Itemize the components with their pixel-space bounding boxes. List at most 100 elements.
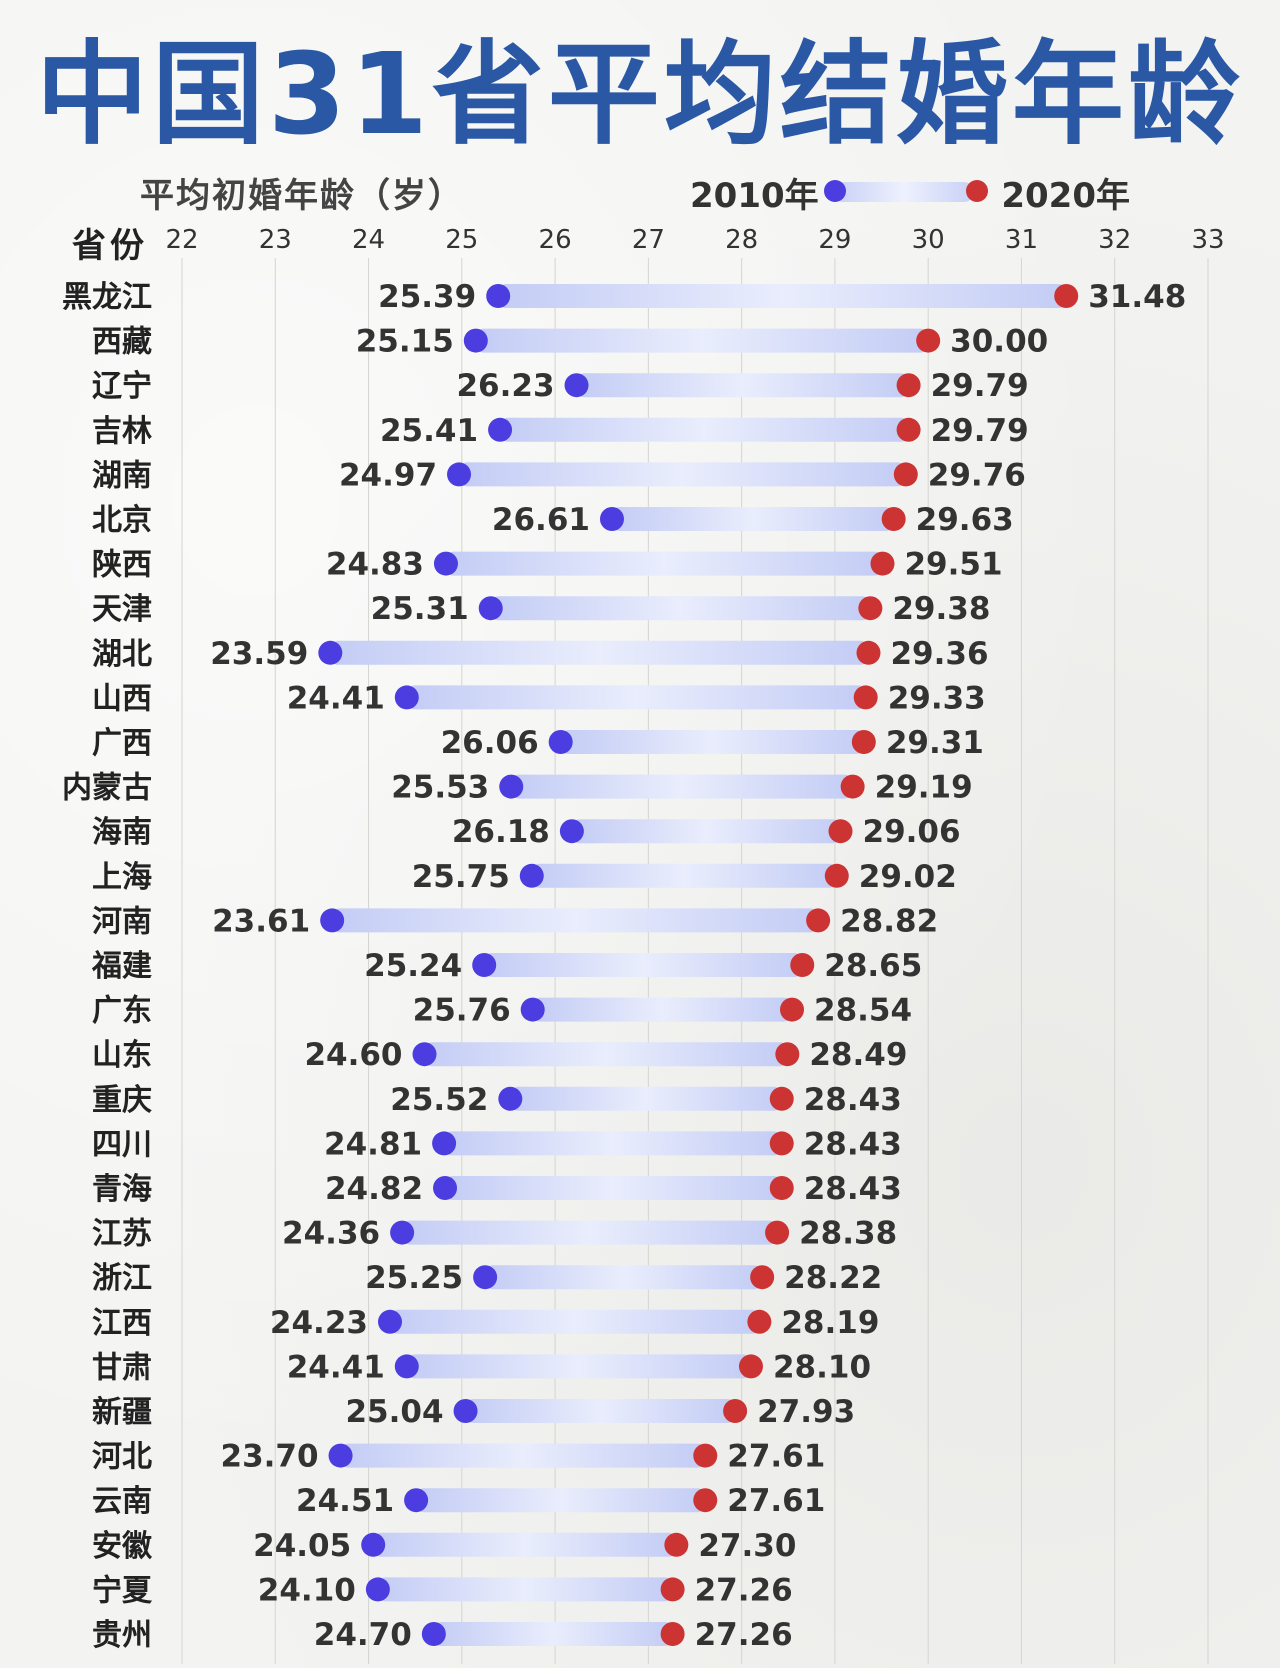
point-2010 [472,953,497,977]
range-bar [571,819,841,844]
province-label: 甘肃 [92,1350,152,1385]
row-header: 省份 [72,226,148,266]
value-label-2010: 25.39 [378,279,476,315]
province-label: 四川 [92,1127,152,1162]
point-2010 [463,328,488,353]
range-bar [490,596,871,621]
range-bar [332,908,819,933]
point-2010 [433,551,458,576]
x-tick-label: 23 [259,225,292,255]
value-label-2010: 25.75 [412,859,510,895]
point-2010 [394,1354,419,1379]
range-bar [510,1086,782,1111]
point-2020 [893,462,918,487]
range-bar [465,1399,736,1423]
province-label: 云南 [92,1484,152,1519]
range-bar [560,730,864,754]
value-label-2020: 28.43 [804,1126,902,1162]
range-bar [531,863,837,888]
row: 山西 24.41 29.33 [92,680,986,716]
value-label-2020: 29.36 [890,636,988,672]
row: 江苏 24.36 28.38 [92,1216,897,1252]
range-bar [444,1131,782,1156]
province-label: 内蒙古 [62,771,152,806]
province-label: 贵州 [92,1618,152,1653]
point-2020 [870,551,895,576]
value-label-2020: 28.82 [840,903,938,939]
value-label-2020: 27.30 [698,1528,796,1564]
point-2010 [478,596,503,621]
value-label-2010: 24.51 [296,1483,394,1519]
range-bar [424,1042,788,1067]
point-2010 [421,1622,446,1646]
value-label-2020: 27.93 [757,1394,855,1430]
value-label-2010: 25.52 [390,1082,488,1118]
range-bar [433,1622,673,1646]
point-2010 [520,997,545,1022]
province-label: 北京 [92,503,152,538]
point-2020 [853,685,878,710]
range-bar [340,1443,706,1468]
point-2010 [320,908,345,933]
point-2020 [856,640,881,665]
x-tick-label: 26 [539,225,572,255]
legend-2010-label: 2010年 [690,176,819,216]
value-label-2010: 25.41 [380,413,478,449]
value-label-2010: 26.61 [492,502,590,538]
range-bar [485,1265,763,1290]
point-2020 [896,373,921,398]
x-tick-label: 27 [632,225,665,255]
x-tick-label: 30 [912,225,945,255]
value-label-2010: 24.82 [325,1171,423,1207]
range-bar [406,1354,751,1379]
value-label-2020: 29.06 [863,814,961,850]
point-2010 [519,863,544,888]
province-label: 福建 [91,949,152,984]
value-label-2010: 26.06 [441,725,539,761]
province-label: 安徽 [92,1529,153,1564]
province-label: 广西 [92,726,152,761]
point-2020 [723,1399,748,1423]
point-2010 [328,1443,353,1468]
range-bar [611,507,894,531]
point-2010 [390,1220,415,1245]
value-label-2010: 24.41 [287,1349,385,1385]
value-label-2020: 28.49 [809,1037,907,1073]
row: 辽宁 26.23 29.79 [92,368,1029,404]
point-2010 [486,284,511,308]
row: 陕西 24.83 29.51 [92,547,1003,583]
value-label-2020: 28.65 [824,948,922,984]
value-label-2020: 28.19 [781,1305,879,1341]
province-label: 江苏 [92,1217,152,1252]
value-label-2020: 28.43 [804,1082,902,1118]
value-label-2020: 29.02 [859,859,957,895]
row: 青海 24.82 28.43 [92,1171,902,1207]
point-2010 [548,730,573,754]
point-2010 [473,1265,498,1290]
value-label-2010: 25.25 [365,1260,463,1296]
province-label: 辽宁 [92,369,152,404]
province-label: 山西 [92,681,152,716]
point-2020 [693,1488,718,1513]
province-label: 浙江 [92,1261,152,1296]
point-2020 [750,1265,775,1290]
legend-2020-dot [966,180,988,202]
value-label-2020: 29.38 [892,591,990,627]
range-bar [484,953,803,977]
row: 四川 24.81 28.43 [92,1126,902,1162]
range-bar [459,462,906,487]
value-label-2010: 25.76 [413,993,511,1029]
value-label-2010: 24.70 [314,1617,412,1653]
point-2020 [747,1309,772,1334]
value-label-2010: 24.23 [270,1305,368,1341]
row: 河北 23.70 27.61 [92,1439,825,1475]
row: 西藏 25.15 30.00 [92,324,1048,360]
point-2010 [377,1309,402,1334]
point-2010 [499,774,524,799]
point-2010 [394,685,419,710]
point-2020 [660,1577,685,1602]
point-2010 [453,1399,478,1423]
row: 安徽 24.05 27.30 [92,1528,796,1564]
point-2020 [664,1532,689,1557]
point-2020 [790,953,815,977]
